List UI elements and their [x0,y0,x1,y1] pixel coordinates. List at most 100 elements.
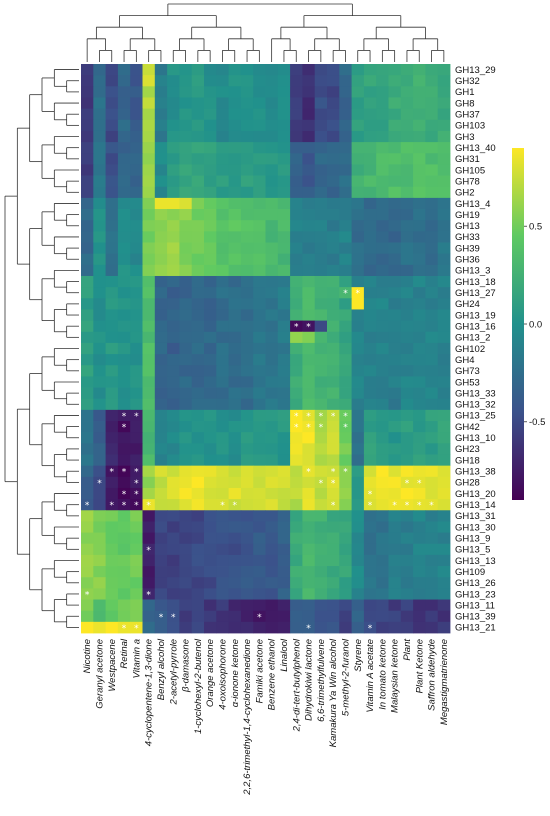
heatmap-cell [425,86,439,98]
heatmap-cell [425,621,439,634]
heatmap-cell [81,476,94,489]
heatmap-cell [351,543,365,556]
heatmap-cell [376,621,389,634]
heatmap-cell [351,465,365,478]
heatmap-cell [351,119,365,132]
heatmap-cell [179,142,193,154]
heatmap-cell [142,130,156,143]
heatmap-cell [351,521,365,533]
heatmap-cell [351,354,365,366]
heatmap-cell [265,443,279,455]
heatmap-cell [265,398,279,411]
heatmap-cell [167,621,180,634]
heatmap-cell [302,342,316,355]
heatmap-cell [216,577,229,589]
heatmap-cell [253,543,266,556]
heatmap-cell [388,621,402,634]
heatmap-cell [191,432,205,444]
significance-star: * [294,423,299,433]
heatmap-cell [191,253,205,266]
heatmap-cell [339,499,352,511]
heatmap-cell [302,432,316,444]
heatmap-cell [167,197,180,210]
heatmap-cell [253,376,266,388]
heatmap-cell [142,610,156,623]
heatmap-cell [327,130,340,143]
heatmap-cell [240,164,254,176]
row-label: GH39 [455,243,480,254]
heatmap-cell [277,599,291,612]
row-label: GH32 [455,76,480,87]
heatmap-cell [425,108,439,121]
heatmap-cell [425,354,439,366]
heatmap-cell [216,566,229,578]
heatmap-cell [314,220,328,232]
heatmap-cell [216,153,229,165]
heatmap-cell [339,119,352,132]
heatmap-cell [228,566,242,578]
heatmap-cell [265,342,279,355]
heatmap-cell [327,242,340,255]
heatmap-cell [204,331,217,344]
heatmap-cell [388,242,402,255]
heatmap-cell [400,376,414,388]
heatmap-cell [228,331,242,344]
heatmap-cell [277,86,291,98]
significance-star: * [343,468,348,478]
heatmap-cell [265,264,279,277]
heatmap-cell [363,487,377,500]
heatmap-cell [179,164,193,176]
heatmap-cell [277,320,291,333]
heatmap-cell [204,621,217,634]
heatmap-cell [314,275,328,288]
heatmap-cell [81,309,94,322]
heatmap-cell [339,566,352,578]
heatmap-cell [216,610,229,623]
heatmap-cell [130,554,143,567]
row-label: GH13_9 [455,533,490,544]
heatmap-cell [204,253,217,266]
heatmap-cell [93,354,106,366]
heatmap-cell [413,253,426,266]
heatmap-cell [216,499,229,511]
heatmap-cell [277,142,291,154]
heatmap-cell [216,443,229,455]
heatmap-cell [253,142,266,154]
heatmap-cell [142,543,156,556]
heatmap-cell [105,398,119,411]
heatmap-cell [240,220,254,232]
heatmap-cell [314,577,328,589]
heatmap-cell [204,86,217,98]
heatmap-cell [253,220,266,232]
heatmap-cell [191,499,205,511]
column-label: Benzene ethanol [267,638,278,710]
heatmap-cell [363,532,377,545]
heatmap-cell [117,153,131,165]
heatmap-cell [400,153,414,165]
heatmap-cell [216,365,229,377]
column-label: α-ionone ketone [230,639,241,707]
heatmap-cell [425,309,439,322]
heatmap-cell [327,554,340,567]
heatmap-cell [413,287,426,299]
heatmap-cell [290,554,303,567]
significance-star: * [306,423,311,433]
heatmap-cell [105,543,119,556]
heatmap-cell [437,342,451,355]
column-label: In tomato ketone [377,639,388,710]
heatmap-cell [339,621,352,634]
heatmap-cell [314,443,328,455]
heatmap-cell [413,142,426,154]
heatmap-cell [167,521,180,533]
heatmap-cell [117,543,131,556]
heatmap-cell [142,532,156,545]
heatmap-cell [314,487,328,500]
heatmap-cell [425,130,439,143]
colorbar-tick-label: -0.5 [529,417,545,428]
heatmap-cell [363,264,377,277]
heatmap-cell [314,610,328,623]
heatmap-cell [339,220,352,232]
row-label: GH78 [455,176,480,187]
heatmap-cell [327,97,340,110]
heatmap-cell [228,554,242,567]
